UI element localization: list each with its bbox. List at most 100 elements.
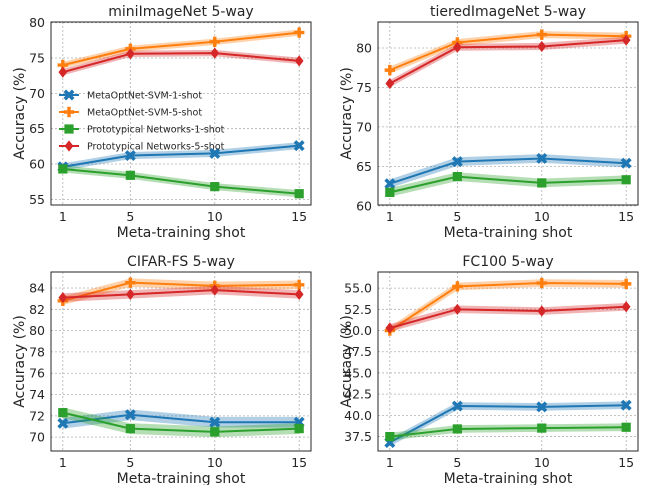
y-tick-label: 76 — [29, 366, 45, 381]
x-tick-label: 15 — [618, 209, 634, 224]
y-tick-label: 60 — [29, 157, 45, 172]
x-tick-label: 15 — [618, 455, 634, 470]
x-marker — [293, 140, 305, 152]
square-marker — [385, 431, 395, 442]
confidence-band — [62, 142, 300, 171]
diamond-marker — [621, 301, 631, 313]
square-marker — [294, 189, 304, 199]
x-tick-label: 10 — [207, 455, 223, 470]
x-marker — [384, 178, 396, 190]
series-line — [62, 413, 300, 425]
series-prototypical-networks-1-shot — [385, 422, 631, 442]
series-line — [62, 144, 300, 168]
y-tick-label: 45.0 — [344, 365, 372, 380]
series-metaoptnet-svm-5-shot — [384, 29, 632, 76]
x-tick-label: 1 — [59, 209, 67, 224]
x-tick-label: 1 — [386, 209, 394, 224]
series-line — [62, 411, 300, 433]
x-tick-label: 1 — [386, 455, 394, 470]
diamond-marker — [125, 288, 135, 300]
square-marker — [58, 408, 68, 418]
plus-marker — [293, 27, 305, 38]
chart-title: tieredImageNet 5-way — [430, 4, 586, 20]
y-tick-label: 70 — [356, 119, 372, 134]
square-marker — [294, 424, 304, 434]
y-axis-label: Accuracy (%) — [339, 67, 355, 160]
diamond-marker — [210, 284, 220, 296]
square-marker — [64, 124, 74, 134]
x-marker — [209, 147, 221, 159]
legend-entry: Prototypical Networks-1-shot — [87, 125, 225, 136]
x-tick-label: 15 — [291, 209, 307, 224]
diamond-marker — [385, 322, 395, 334]
series-prototypical-networks-1-shot — [58, 407, 304, 438]
x-tick-label: 5 — [453, 455, 461, 470]
series-prototypical-networks-1-shot — [58, 164, 304, 199]
series-line — [389, 404, 627, 444]
x-marker — [451, 400, 463, 412]
series-line — [62, 167, 300, 195]
square-marker — [452, 172, 462, 182]
y-tick-label: 80 — [29, 15, 45, 30]
series-line — [62, 281, 300, 302]
series-metaoptnet-svm-1-shot — [384, 152, 632, 190]
chart-title: FC100 5-way — [462, 254, 553, 270]
series-line — [62, 52, 300, 74]
x-tick-label: 15 — [291, 455, 307, 470]
y-tick-label: 80 — [356, 41, 372, 56]
square-marker — [537, 423, 547, 433]
square-marker — [537, 178, 547, 188]
series-prototypical-networks-5-shot — [385, 34, 631, 90]
confidence-band — [389, 36, 627, 88]
x-marker — [536, 152, 548, 164]
x-axis-label: Meta-training shot — [117, 471, 246, 485]
square-marker — [621, 422, 631, 432]
x-axis-label: Meta-training shot — [117, 225, 246, 241]
y-tick-label: 78 — [29, 344, 45, 359]
diamond-marker — [294, 288, 304, 300]
y-tick-label: 47.5 — [344, 344, 372, 359]
y-tick-label: 75 — [356, 80, 372, 95]
chart-title: CIFAR-FS 5-way — [127, 254, 235, 270]
y-axis-label: Accuracy (%) — [12, 67, 28, 160]
y-tick-label: 80 — [29, 323, 45, 338]
axes-frame — [50, 271, 312, 452]
diamond-marker — [125, 48, 135, 60]
x-marker — [620, 157, 632, 169]
diamond-marker — [537, 40, 547, 53]
series-line — [389, 157, 627, 185]
series-line — [389, 175, 627, 194]
series-line — [62, 289, 300, 299]
y-tick-label: 70 — [29, 430, 45, 445]
confidence-band — [389, 154, 627, 189]
y-tick-label: 50.0 — [344, 323, 372, 338]
axes-frame — [377, 21, 639, 206]
square-marker — [452, 424, 462, 434]
plus-marker — [452, 281, 463, 292]
x-tick-label: 5 — [126, 209, 134, 224]
series-metaoptnet-svm-5-shot — [384, 277, 632, 336]
square-marker — [125, 170, 135, 180]
y-tick-label: 75 — [29, 51, 45, 66]
y-tick-label: 60 — [356, 198, 372, 213]
series-line — [389, 305, 627, 329]
plot-area — [378, 272, 638, 451]
axes-frame — [377, 271, 639, 452]
chart-panel-4: 1 5 10 1537.540.042.545.047.550.052.555.0FC… — [339, 254, 639, 487]
plus-marker — [620, 278, 632, 290]
axes-frame — [50, 21, 312, 206]
plus-marker — [293, 279, 305, 290]
legend-entry: MetaOptNet-SVM-5-shot — [87, 108, 202, 119]
series-prototypical-networks-5-shot — [58, 47, 304, 78]
diamond-marker — [621, 34, 631, 46]
x-axis-label: Meta-training shot — [444, 225, 573, 241]
series-prototypical-networks-5-shot — [385, 301, 631, 334]
x-tick-label: 10 — [207, 209, 223, 224]
square-marker — [621, 175, 631, 185]
legend: MetaOptNet-SVM-1-shot MetaOptNet-SVM-5-sh… — [59, 89, 225, 153]
confidence-band — [62, 285, 300, 302]
x-marker — [536, 401, 548, 413]
